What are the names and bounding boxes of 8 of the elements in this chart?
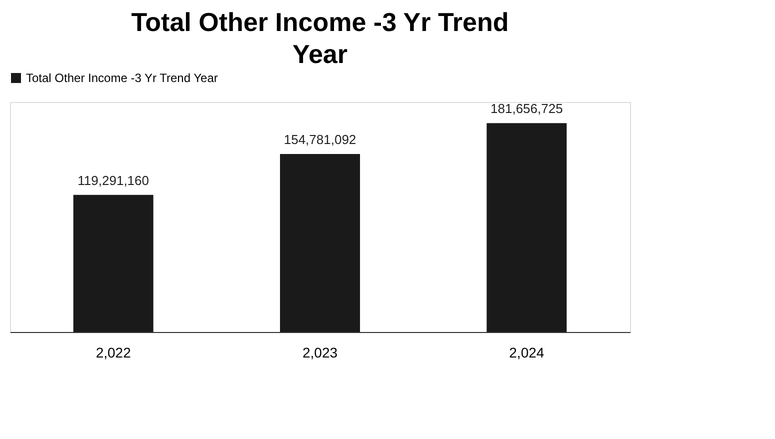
- data-label: 119,291,160: [78, 172, 150, 188]
- x-tick-label: 2,023: [302, 344, 338, 360]
- x-tick-label: 2,024: [509, 344, 544, 360]
- data-label: 154,781,092: [284, 132, 356, 147]
- x-tick-label: 2,022: [96, 344, 132, 360]
- legend-label: Total Other Income -3 Yr Trend Year: [26, 71, 218, 85]
- chart-title: Total Other Income -3 Yr Trend Year: [131, 7, 509, 69]
- data-label: 181,656,725: [490, 101, 563, 116]
